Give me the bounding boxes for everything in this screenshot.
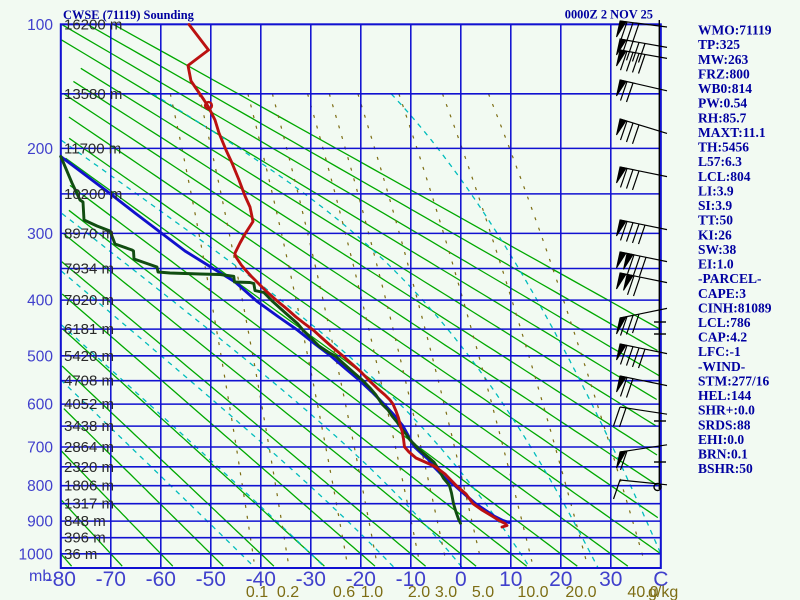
- svg-text:-50: -50: [196, 568, 226, 591]
- svg-text:13580 m: 13580 m: [64, 86, 122, 103]
- svg-text:CWSE (71119) Sounding: CWSE (71119) Sounding: [63, 8, 195, 22]
- svg-text:CINH:81089: CINH:81089: [698, 300, 772, 315]
- svg-text:7934 m: 7934 m: [64, 261, 114, 278]
- svg-text:0.2: 0.2: [277, 584, 299, 600]
- svg-text:1317 m: 1317 m: [64, 496, 114, 513]
- svg-text:g/kg: g/kg: [648, 584, 678, 600]
- svg-text:EHI:0.0: EHI:0.0: [698, 432, 744, 447]
- svg-text:10: 10: [499, 568, 522, 591]
- svg-text:2320 m: 2320 m: [64, 459, 114, 476]
- svg-text:20.0: 20.0: [565, 584, 596, 600]
- svg-text:0000Z 2 NOV 25: 0000Z 2 NOV 25: [565, 8, 653, 22]
- svg-text:-70: -70: [96, 568, 126, 591]
- svg-text:CAPE:3: CAPE:3: [698, 286, 746, 301]
- svg-text:MW:263: MW:263: [698, 52, 748, 67]
- svg-text:-10: -10: [396, 568, 426, 591]
- svg-text:396 m: 396 m: [64, 530, 106, 547]
- svg-text:-20: -20: [346, 568, 376, 591]
- svg-text:C: C: [653, 568, 668, 591]
- svg-text:TP:325: TP:325: [698, 37, 740, 52]
- svg-text:8970 m: 8970 m: [64, 225, 114, 242]
- svg-text:200: 200: [27, 141, 53, 158]
- svg-text:1806 m: 1806 m: [64, 478, 114, 495]
- svg-text:-40: -40: [246, 568, 276, 591]
- svg-text:6181 m: 6181 m: [64, 321, 114, 338]
- svg-text:TT:50: TT:50: [698, 213, 733, 228]
- svg-text:SW:38: SW:38: [698, 242, 737, 257]
- svg-text:LCL:786: LCL:786: [698, 315, 751, 330]
- svg-text:700: 700: [27, 440, 53, 457]
- svg-text:LCL:804: LCL:804: [698, 169, 751, 184]
- svg-text:36 m: 36 m: [64, 546, 97, 563]
- svg-text:500: 500: [27, 348, 53, 365]
- svg-text:L57:6.3: L57:6.3: [698, 154, 742, 169]
- svg-text:TH:5456: TH:5456: [698, 140, 749, 155]
- svg-text:FRZ:800: FRZ:800: [698, 67, 750, 82]
- svg-text:SI:3.9: SI:3.9: [698, 198, 732, 213]
- svg-text:900: 900: [27, 514, 53, 531]
- svg-text:MAXT:11.1: MAXT:11.1: [698, 125, 766, 140]
- svg-text:20: 20: [549, 568, 572, 591]
- svg-text:1000: 1000: [19, 546, 54, 563]
- svg-text:-WIND-: -WIND-: [698, 359, 745, 374]
- svg-text:10.0: 10.0: [517, 584, 548, 600]
- svg-text:-80: -80: [46, 568, 76, 591]
- svg-text:STM:277/16: STM:277/16: [698, 374, 770, 389]
- svg-text:2.0: 2.0: [408, 584, 430, 600]
- svg-text:40.0: 40.0: [627, 584, 658, 600]
- svg-text:SRDS:88: SRDS:88: [698, 417, 751, 432]
- svg-text:4052 m: 4052 m: [64, 396, 114, 413]
- svg-text:2864 m: 2864 m: [64, 439, 114, 456]
- svg-text:11700 m: 11700 m: [64, 140, 121, 157]
- svg-text:100: 100: [27, 17, 53, 34]
- svg-text:0.6: 0.6: [333, 584, 355, 600]
- svg-text:EI:1.0: EI:1.0: [698, 257, 734, 272]
- svg-text:-30: -30: [296, 568, 326, 591]
- svg-text:BSHR:50: BSHR:50: [698, 461, 753, 476]
- svg-text:5420 m: 5420 m: [64, 348, 114, 365]
- svg-text:16200 m: 16200 m: [64, 16, 122, 33]
- svg-text:LI:3.9: LI:3.9: [698, 183, 734, 198]
- svg-text:3438 m: 3438 m: [64, 418, 114, 435]
- svg-text:10200 m: 10200 m: [64, 186, 122, 203]
- svg-text:800: 800: [27, 478, 53, 495]
- svg-text:5.0: 5.0: [472, 584, 494, 600]
- svg-text:3.0: 3.0: [435, 584, 457, 600]
- svg-text:400: 400: [27, 293, 53, 310]
- svg-text:mb: mb: [29, 568, 51, 585]
- svg-text:0.1: 0.1: [246, 584, 268, 600]
- svg-text:-PARCEL-: -PARCEL-: [698, 271, 762, 286]
- svg-text:1.0: 1.0: [361, 584, 383, 600]
- svg-text:848 m: 848 m: [64, 513, 106, 530]
- svg-text:HEL:144: HEL:144: [698, 388, 752, 403]
- svg-text:4708 m: 4708 m: [64, 373, 114, 390]
- svg-text:CAP:4.2: CAP:4.2: [698, 330, 747, 345]
- svg-text:RH:85.7: RH:85.7: [698, 110, 747, 125]
- svg-text:0: 0: [455, 568, 467, 591]
- svg-text:600: 600: [27, 397, 53, 414]
- svg-text:WMO:71119: WMO:71119: [698, 23, 772, 38]
- svg-text:LFC:-1: LFC:-1: [698, 344, 741, 359]
- svg-text:PW:0.54: PW:0.54: [698, 96, 747, 111]
- svg-text:30: 30: [599, 568, 622, 591]
- svg-text:-60: -60: [146, 568, 176, 591]
- svg-text:KI:26: KI:26: [698, 227, 732, 242]
- svg-text:WB0:814: WB0:814: [698, 81, 752, 96]
- svg-text:7020 m: 7020 m: [64, 292, 114, 309]
- svg-text:BRN:0.1: BRN:0.1: [698, 447, 748, 462]
- svg-text:300: 300: [27, 226, 53, 243]
- svg-text:SHR+:0.0: SHR+:0.0: [698, 403, 755, 418]
